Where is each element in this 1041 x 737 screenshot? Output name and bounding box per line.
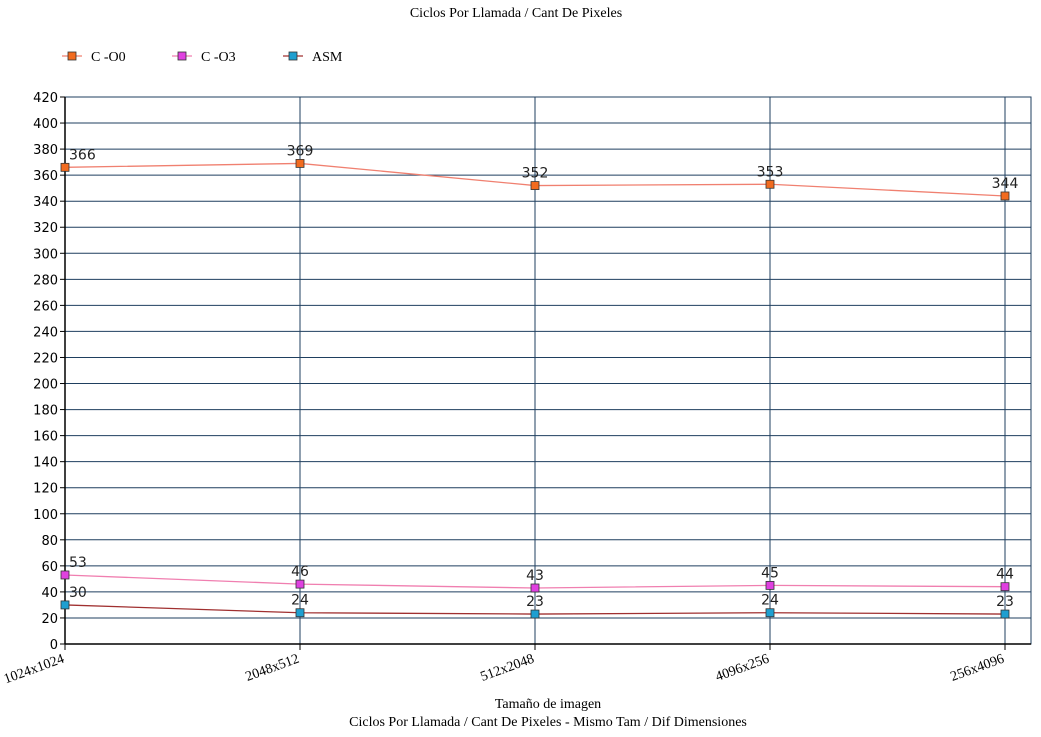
legend-marker — [67, 51, 77, 61]
data-point — [295, 579, 305, 589]
legend: C -O0 C -O3 ASM — [62, 50, 343, 65]
series-c-o0: 366 369 352 353 344 — [60, 143, 1019, 201]
y-tick-label: 280 — [33, 273, 58, 288]
data-label: 23 — [996, 594, 1014, 610]
y-tick-label: 360 — [33, 169, 58, 184]
data-label: 43 — [526, 568, 544, 584]
x-tick-label: 2048x512 — [244, 652, 302, 685]
data-label: 46 — [291, 564, 309, 580]
legend-item: C -O0 — [62, 50, 126, 65]
data-label: 366 — [69, 147, 96, 163]
legend-item: ASM — [283, 50, 343, 65]
x-tick-label: 4096x256 — [714, 652, 772, 685]
x-tick-label: 512x2048 — [479, 652, 537, 685]
series-asm: 30 24 23 24 23 — [60, 585, 1014, 619]
chart-subtitle: Ciclos Por Llamada / Cant De Pixeles - M… — [349, 715, 747, 730]
data-label: 53 — [69, 555, 87, 571]
data-label: 369 — [287, 143, 314, 159]
data-point — [1000, 582, 1010, 592]
x-axis-label: Tamaño de imagen — [495, 697, 601, 712]
data-point — [765, 580, 775, 590]
data-point — [765, 179, 775, 189]
series-c-o3: 53 46 43 45 44 — [60, 555, 1014, 593]
data-point — [295, 159, 305, 168]
legend-marker — [177, 51, 187, 61]
y-tick-label: 200 — [33, 378, 58, 393]
y-tick-label: 180 — [33, 404, 58, 419]
x-axis: 1024x1024 2048x512 512x2048 4096x256 256x409… — [2, 643, 1031, 688]
y-tick-label: 120 — [33, 482, 58, 497]
chart-title: Ciclos Por Llamada / Cant De Pixeles — [410, 6, 622, 21]
data-point — [60, 570, 70, 580]
y-tick-label: 300 — [33, 247, 58, 262]
data-label: 23 — [526, 594, 544, 610]
legend-label: ASM — [312, 50, 343, 65]
data-label: 24 — [291, 593, 309, 609]
data-point — [530, 609, 540, 619]
data-label: 44 — [996, 567, 1014, 583]
y-tick-label: 0 — [50, 638, 58, 653]
y-tick-label: 40 — [41, 586, 58, 601]
y-tick-label: 100 — [33, 508, 58, 523]
y-tick-label: 260 — [33, 299, 58, 314]
data-point — [60, 600, 70, 610]
data-point — [295, 608, 305, 618]
data-label: 344 — [992, 176, 1019, 192]
data-point — [60, 162, 70, 172]
data-label: 30 — [69, 585, 87, 601]
y-tick-label: 420 — [33, 91, 58, 106]
y-tick-label: 340 — [33, 195, 58, 210]
y-tick-label: 160 — [33, 430, 58, 445]
x-tick-label: 1024x1024 — [2, 652, 66, 688]
series-group: 366 369 352 353 344 53 46 43 45 44 30 24 23 24 23 — [60, 143, 1019, 619]
legend-marker — [288, 51, 298, 61]
legend-item: C -O3 — [172, 50, 236, 65]
y-tick-label: 140 — [33, 456, 58, 471]
y-tick-label: 240 — [33, 325, 58, 340]
y-tick-label: 400 — [33, 117, 58, 132]
data-point — [530, 583, 540, 593]
data-point — [1000, 191, 1010, 201]
data-point — [765, 608, 775, 618]
y-tick-label: 220 — [33, 351, 58, 366]
data-label: 45 — [761, 565, 779, 581]
y-tick-label: 380 — [33, 143, 58, 158]
y-axis: 0 20 40 60 80 100 120 140 160 180 200 220 240 260 280 3… — [33, 91, 66, 653]
data-label: 24 — [761, 593, 779, 609]
data-point — [530, 181, 540, 190]
legend-label: C -O3 — [201, 50, 236, 65]
y-tick-label: 80 — [41, 534, 58, 549]
x-tick-label: 256x4096 — [949, 652, 1007, 685]
y-tick-label: 320 — [33, 221, 58, 236]
data-label: 353 — [757, 164, 784, 180]
y-tick-label: 60 — [41, 560, 58, 575]
data-point — [1000, 609, 1010, 619]
legend-label: C -O0 — [91, 50, 126, 65]
data-label: 352 — [522, 166, 549, 182]
y-tick-label: 20 — [41, 612, 58, 627]
